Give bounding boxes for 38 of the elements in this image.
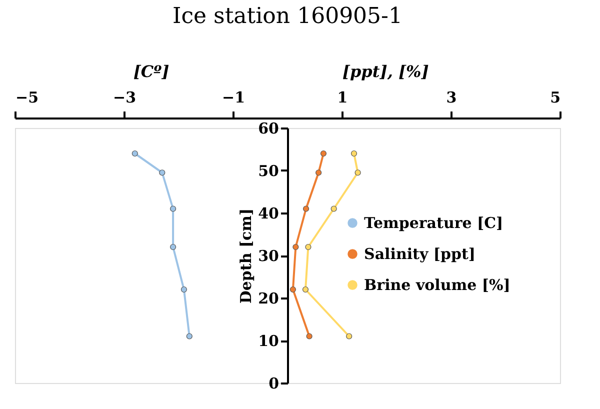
point (180, 286, 187, 293)
x-tick-label: 1 (337, 88, 348, 106)
point (350, 150, 358, 157)
legend-label: Salinity [ppt] (364, 245, 476, 263)
point (290, 286, 296, 293)
x-tick-label: 5 (550, 88, 560, 106)
y-tick-label: 0 (268, 374, 279, 392)
point (186, 333, 192, 340)
point (305, 244, 312, 250)
point (330, 206, 337, 212)
point (302, 206, 310, 212)
y-axis-title: Depth [cm] (237, 208, 256, 304)
point (346, 333, 352, 340)
point (132, 150, 138, 157)
y-tick-label: 10 (258, 332, 279, 350)
y-tick-label: 50 (258, 162, 279, 180)
text: [Cº] (133, 62, 170, 81)
x-tick-label: −3 (112, 88, 136, 106)
x-tick-label: −5 (16, 88, 39, 106)
y-tick-label: 20 (258, 290, 279, 308)
y-tick-label: 60 (258, 120, 279, 138)
text: [ppt], [%] (342, 62, 429, 81)
point (292, 244, 299, 250)
y-tick-label: 40 (258, 204, 279, 222)
y-tick-label: 30 (258, 247, 279, 265)
chart-title: Ice station 160905-1 (172, 4, 402, 29)
x-tick-label: −1 (222, 88, 246, 106)
point (354, 170, 361, 176)
point (159, 170, 166, 176)
legend-label: Brine volume [%] (364, 276, 510, 294)
point (170, 206, 176, 212)
x-tick-label: 3 (446, 88, 457, 106)
point (306, 333, 312, 340)
point (170, 244, 176, 250)
point (316, 170, 322, 176)
point (302, 286, 309, 293)
point (320, 150, 327, 157)
legend-label: Temperature [C] (364, 214, 504, 232)
